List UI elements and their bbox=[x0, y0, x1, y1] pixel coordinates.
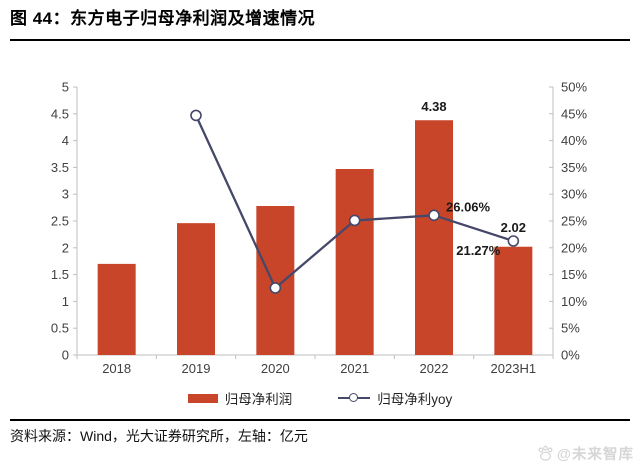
svg-text:0.5: 0.5 bbox=[51, 321, 69, 336]
svg-text:3: 3 bbox=[62, 187, 69, 202]
paw-icon bbox=[538, 445, 553, 461]
watermark: @未来智库 bbox=[537, 443, 634, 464]
svg-text:3.5: 3.5 bbox=[51, 160, 69, 175]
svg-text:45%: 45% bbox=[561, 106, 587, 121]
line-marker-swatch-icon bbox=[338, 393, 371, 403]
svg-text:30%: 30% bbox=[561, 187, 587, 202]
svg-text:5: 5 bbox=[62, 80, 69, 95]
svg-text:1: 1 bbox=[62, 294, 69, 309]
bar-swatch-icon bbox=[187, 393, 218, 403]
svg-text:0: 0 bbox=[62, 348, 69, 363]
legend-item-yoy: 归母净利yoy bbox=[338, 388, 452, 408]
source-note: 资料来源：Wind，光大证券研究所，左轴：亿元 bbox=[10, 428, 308, 444]
legend-label-net-profit: 归母净利润 bbox=[224, 392, 293, 407]
svg-text:5%: 5% bbox=[561, 321, 580, 336]
svg-text:2021: 2021 bbox=[340, 361, 369, 376]
svg-text:2.5: 2.5 bbox=[51, 214, 69, 229]
watermark-text: @未来智库 bbox=[556, 447, 634, 463]
svg-text:20%: 20% bbox=[561, 240, 587, 255]
legend-label-yoy: 归母净利yoy bbox=[377, 392, 453, 407]
figure-title: 图 44：东方电子归母净利润及增速情况 bbox=[10, 9, 316, 28]
svg-text:1.5: 1.5 bbox=[51, 267, 69, 282]
svg-text:2019: 2019 bbox=[182, 361, 211, 376]
svg-text:4: 4 bbox=[62, 133, 69, 148]
svg-text:4.38: 4.38 bbox=[421, 99, 446, 114]
svg-text:0%: 0% bbox=[561, 348, 580, 363]
svg-text:25%: 25% bbox=[561, 214, 587, 229]
svg-text:2018: 2018 bbox=[102, 361, 131, 376]
svg-text:4.5: 4.5 bbox=[51, 106, 69, 121]
svg-text:2020: 2020 bbox=[261, 361, 290, 376]
svg-text:21.27%: 21.27% bbox=[456, 243, 501, 258]
svg-text:2: 2 bbox=[62, 240, 69, 255]
svg-text:2.02: 2.02 bbox=[501, 220, 526, 235]
svg-text:10%: 10% bbox=[561, 294, 587, 309]
chart-legend: 归母净利润 归母净利yoy bbox=[0, 388, 640, 408]
svg-text:26.06%: 26.06% bbox=[446, 199, 491, 214]
legend-item-net-profit: 归母净利润 bbox=[187, 388, 293, 408]
svg-text:2022: 2022 bbox=[420, 361, 449, 376]
svg-text:15%: 15% bbox=[561, 267, 587, 282]
svg-text:35%: 35% bbox=[561, 160, 587, 175]
title-divider bbox=[10, 39, 630, 41]
svg-text:50%: 50% bbox=[561, 80, 587, 95]
svg-text:40%: 40% bbox=[561, 133, 587, 148]
footer-divider bbox=[10, 419, 630, 421]
svg-text:2023H1: 2023H1 bbox=[491, 361, 537, 376]
